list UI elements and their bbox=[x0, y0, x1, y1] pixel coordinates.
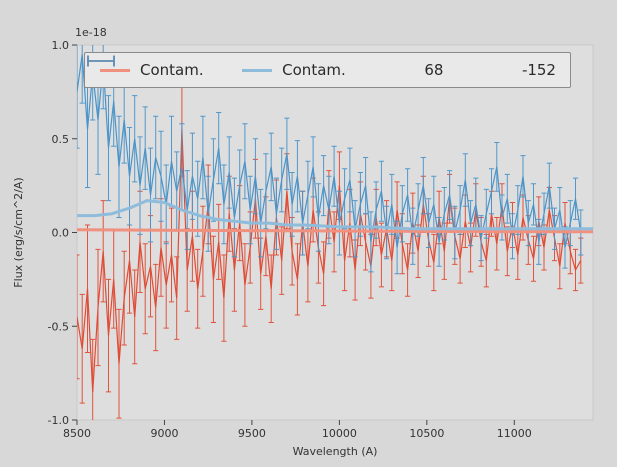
legend-line-sample bbox=[100, 68, 130, 72]
x-tick-label: 8500 bbox=[63, 427, 91, 440]
y-axis-offset-text: 1e-18 bbox=[75, 26, 107, 39]
y-axis-label: Flux (erg/s/cm^2/A) bbox=[12, 177, 25, 287]
legend-item-68[interactable]: 68 bbox=[87, 55, 444, 79]
x-tick-label: 10500 bbox=[409, 427, 444, 440]
x-tick-label: 11000 bbox=[497, 427, 532, 440]
axis-ticks: 8500 9000 9500 10000 10500 11000 -1.0 -0.5 0.0 0.… bbox=[48, 39, 532, 440]
legend-item-contam-red[interactable]: Contam. bbox=[99, 60, 204, 79]
legend-errorbar-sample bbox=[87, 55, 115, 67]
y-tick-label: -0.5 bbox=[48, 320, 69, 333]
contam-blue-line bbox=[77, 199, 593, 231]
contam-blue-line-key-icon bbox=[241, 63, 273, 77]
legend-label: Contam. bbox=[140, 60, 204, 79]
errorbar-red-key-icon bbox=[87, 55, 415, 77]
series-blue-errorbar-group bbox=[77, 45, 584, 275]
y-tick-label: -1.0 bbox=[48, 414, 69, 427]
errorbar-blue-key-icon bbox=[87, 55, 513, 77]
x-tick-label: 10000 bbox=[322, 427, 357, 440]
legend-label: -152 bbox=[521, 60, 556, 79]
legend-line-sample bbox=[242, 68, 273, 72]
x-axis-label: Wavelength (A) bbox=[293, 445, 378, 458]
x-tick-label: 9500 bbox=[238, 427, 266, 440]
plot-artists bbox=[77, 45, 593, 420]
x-tick-label: 9000 bbox=[150, 427, 178, 440]
contam-red-line-key-icon bbox=[99, 63, 131, 77]
y-tick-label: 0.0 bbox=[52, 227, 70, 240]
legend-item-neg152[interactable]: -152 bbox=[87, 55, 556, 79]
legend-label: Contam. bbox=[282, 60, 346, 79]
y-tick-label: 0.5 bbox=[52, 133, 70, 146]
contam-red-line bbox=[77, 228, 593, 234]
legend: Contam. Contam. 68 -152 bbox=[84, 52, 571, 88]
y-tick-label: 1.0 bbox=[52, 39, 70, 52]
legend-item-contam-blue[interactable]: Contam. bbox=[241, 60, 346, 79]
series-line bbox=[77, 54, 582, 248]
legend-label: 68 bbox=[424, 60, 444, 79]
